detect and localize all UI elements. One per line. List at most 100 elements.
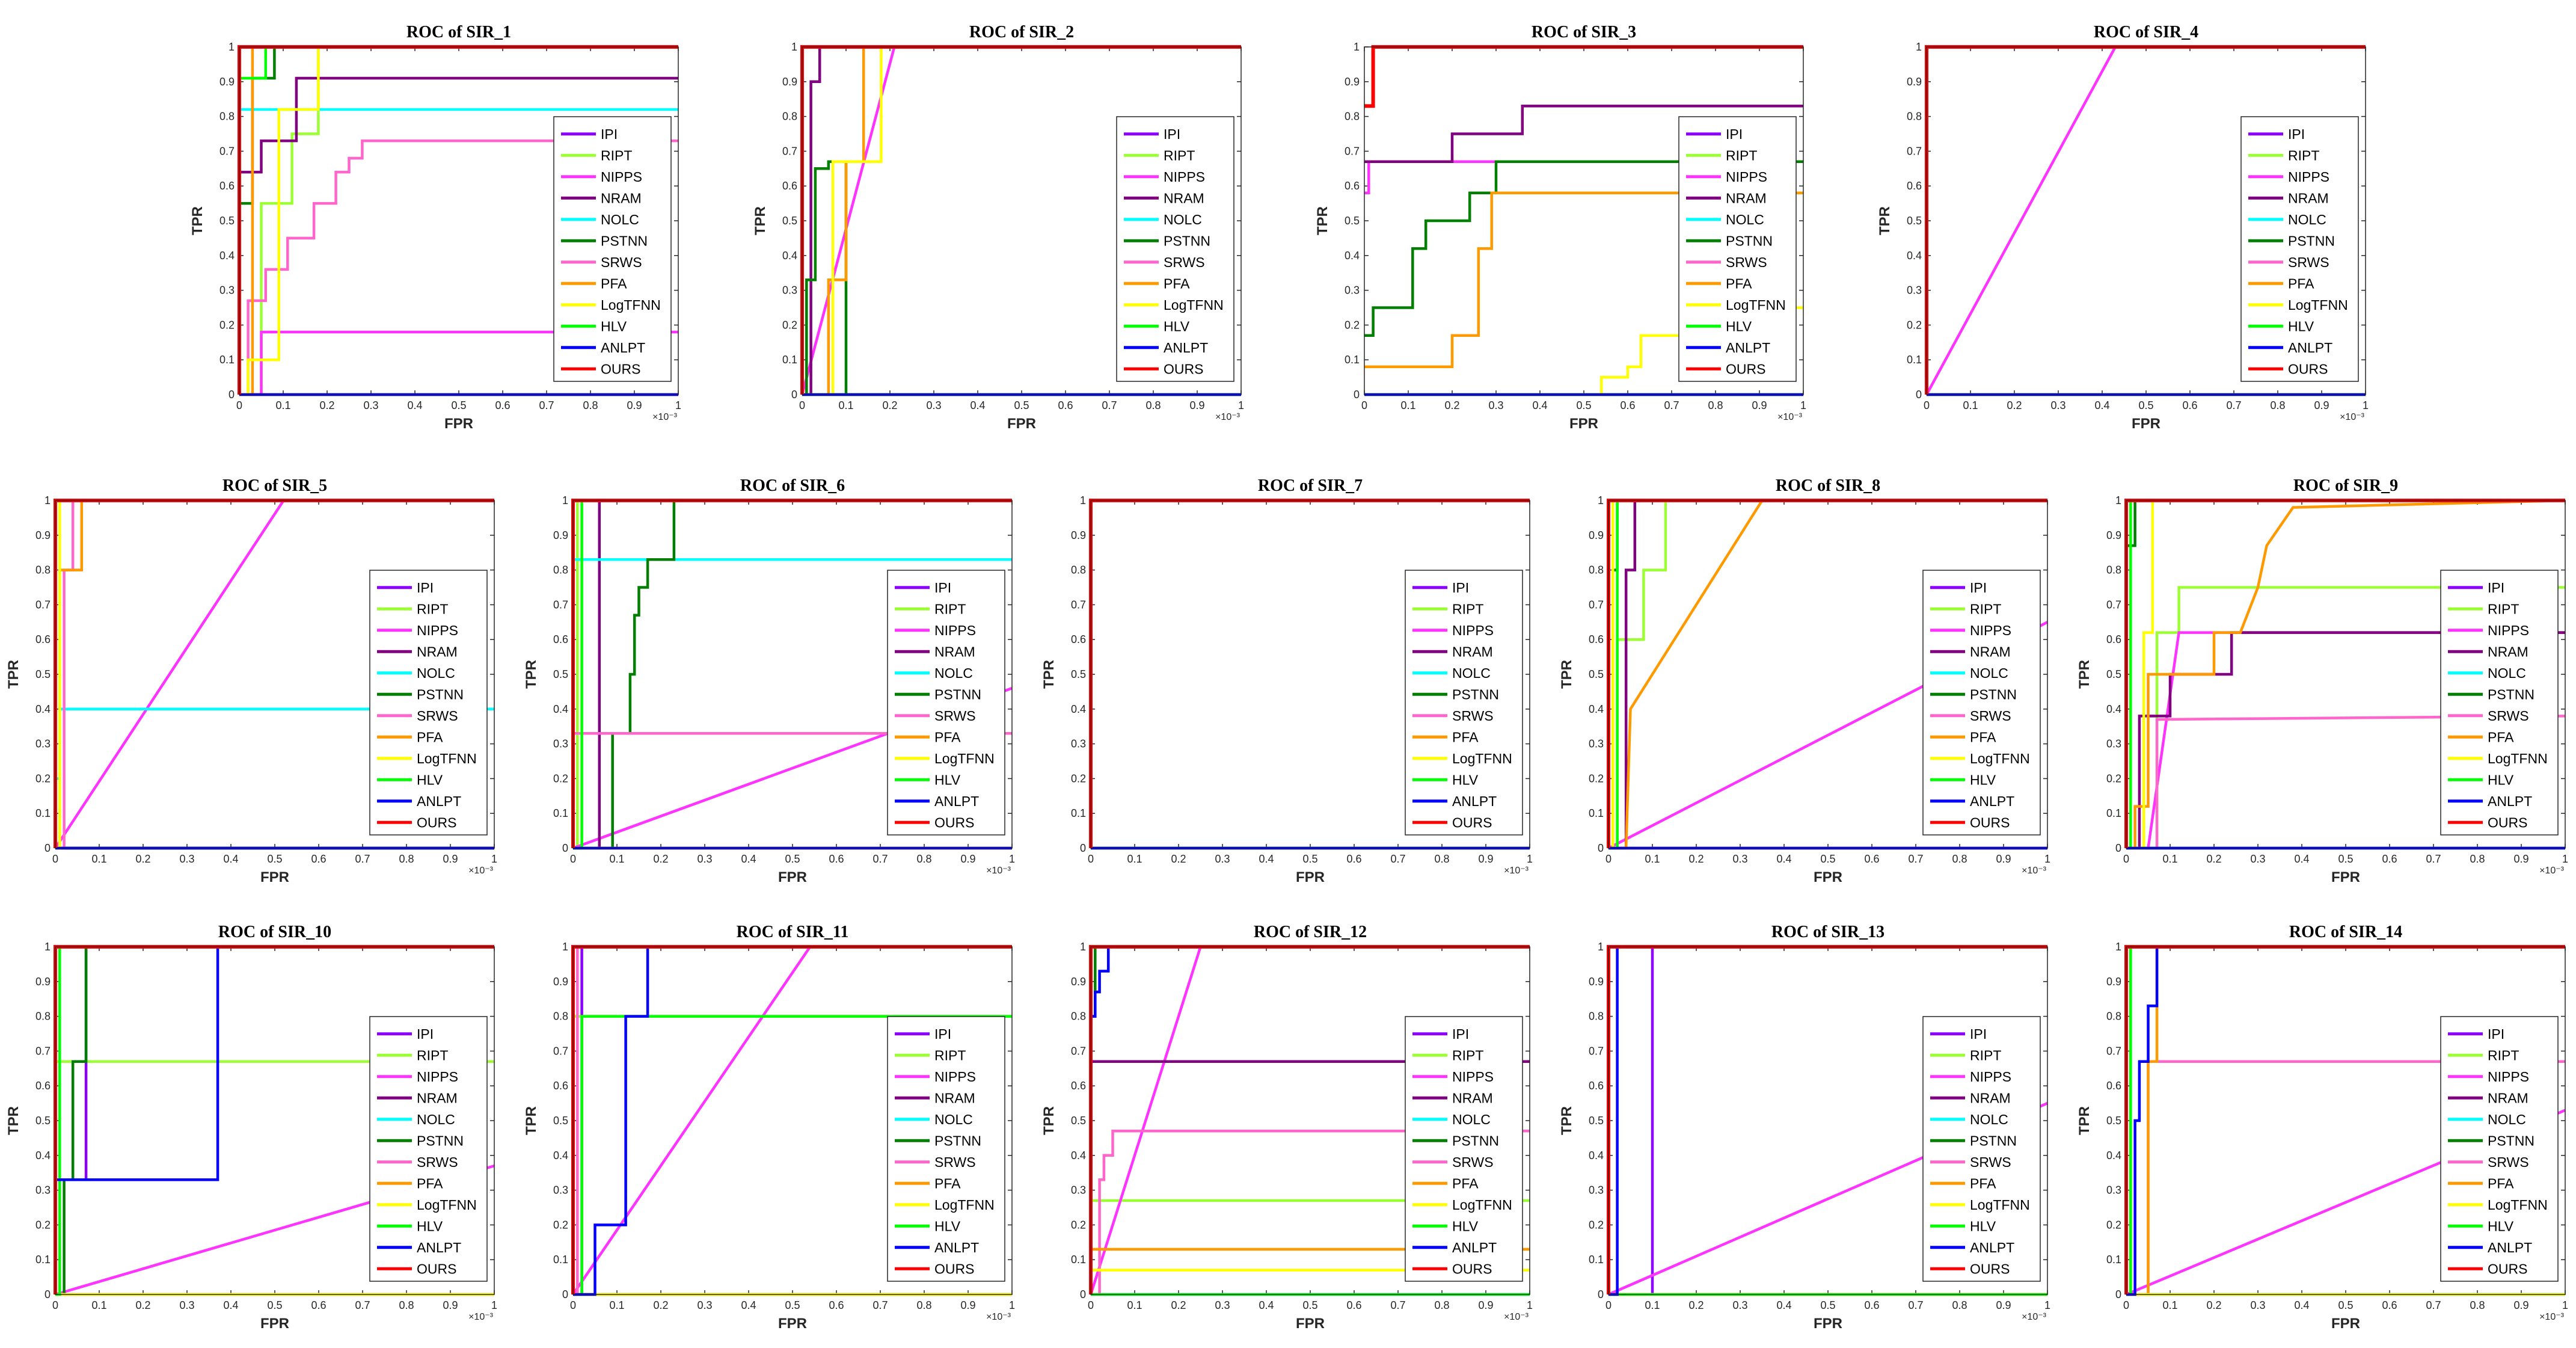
legend-label-srws: SRWS <box>1452 708 1494 724</box>
chart-title: ROC of SIR_1 <box>406 23 511 42</box>
axes-box <box>1090 946 1530 1295</box>
legend-box <box>1678 116 1797 382</box>
legend-label-nolc: NOLC <box>601 212 639 227</box>
x-exponent-label: ×10⁻³ <box>2340 412 2365 422</box>
x-axis-label: FPR <box>778 869 807 885</box>
x-tick-label: 0.8 <box>2470 1299 2485 1311</box>
legend-label-ript: RIPT <box>1970 601 2001 617</box>
x-tick-label: 1 <box>2044 1299 2050 1311</box>
y-axis-label: TPR <box>523 660 539 689</box>
legend-label-hlv: HLV <box>934 772 961 787</box>
legend-label-nipps: NIPPS <box>1452 623 1494 638</box>
legend-label-nolc: NOLC <box>417 665 455 681</box>
y-tick-label: 0.2 <box>219 319 235 331</box>
x-tick-label: 0.3 <box>1488 399 1503 411</box>
legend: IPI RIPT NIPPS NRAM NOLC PSTNN SRWS PFA LogTFNN H… <box>369 1016 488 1282</box>
y-tick-label: 0.4 <box>1345 250 1360 262</box>
legend-box <box>2440 570 2559 836</box>
y-tick-label: 0 <box>1598 842 1604 854</box>
series-line-pfa <box>2126 499 2566 850</box>
x-tick-label: 0.8 <box>399 1299 414 1311</box>
x-tick-label: 1 <box>675 399 681 411</box>
legend-label-ours: OURS <box>934 814 974 830</box>
legend: IPI RIPT NIPPS NRAM NOLC PSTNN SRWS PFA LogTFNN H… <box>2240 116 2359 382</box>
y-tick-label: 0.3 <box>35 738 51 750</box>
y-tick-label: 0.7 <box>35 599 51 611</box>
legend-label-logtfnn: LogTFNN <box>934 751 995 766</box>
x-tick-label: 0.7 <box>539 399 554 411</box>
x-tick-label: 0.3 <box>1215 853 1230 865</box>
legend-label-pstnn: PSTNN <box>417 1133 464 1148</box>
legend-label-ipi: IPI <box>2488 1026 2504 1042</box>
legend-label-ript: RIPT <box>2488 601 2519 617</box>
legend-label-pfa: PFA <box>1452 1175 1479 1191</box>
y-tick-label: 0.6 <box>35 633 51 645</box>
x-tick-label: 0 <box>52 1299 58 1311</box>
y-tick-label: 0.4 <box>1589 703 1604 715</box>
roc-panel-7: 00 0.1 0.1 0.2 0.2 0.3 0.3 0.4 0.4 0.5 0.5 0.6 0.6 0.… <box>1041 476 1533 885</box>
legend-label-ript: RIPT <box>1164 147 1195 163</box>
y-tick-label: 0.7 <box>1345 145 1360 157</box>
x-tick-label: 0 <box>52 853 58 865</box>
legend-label-ript: RIPT <box>417 601 448 617</box>
x-tick-label: 0.7 <box>872 853 888 865</box>
x-tick-label: 0.5 <box>451 399 466 411</box>
y-tick-label: 0.4 <box>1907 250 1922 262</box>
legend-label-hlv: HLV <box>1726 318 1752 334</box>
y-tick-label: 0.9 <box>2106 529 2121 541</box>
y-axis-label: TPR <box>2076 660 2093 689</box>
legend-label-pstnn: PSTNN <box>1970 1133 2017 1148</box>
y-tick-label: 0 <box>1080 842 1086 854</box>
x-tick-label: 0.1 <box>1400 399 1415 411</box>
y-tick-label: 0.6 <box>1589 633 1604 645</box>
x-tick-label: 0.8 <box>2470 853 2485 865</box>
chart-title: ROC of SIR_11 <box>737 923 849 941</box>
legend-label-pfa: PFA <box>1452 729 1479 745</box>
y-tick-label: 0.5 <box>553 668 568 680</box>
y-tick-label: 0.3 <box>1589 738 1604 750</box>
chart-title: ROC of SIR_13 <box>1771 923 1884 941</box>
series-line-srws <box>1091 1130 1530 1296</box>
x-tick-label: 0.3 <box>179 1299 194 1311</box>
y-tick-label: 0.9 <box>35 976 51 988</box>
x-tick-label: 0.2 <box>653 853 668 865</box>
y-tick-label: 0.2 <box>1071 772 1086 784</box>
y-tick-label: 0.4 <box>35 703 51 715</box>
legend: IPI RIPT NIPPS NRAM NOLC PSTNN SRWS PFA LogTFNN H… <box>1116 116 1234 382</box>
legend-label-pfa: PFA <box>417 729 443 745</box>
x-tick-label: 1 <box>1238 399 1244 411</box>
legend-label-ipi: IPI <box>2288 126 2305 142</box>
y-tick-label: 0.2 <box>1589 772 1604 784</box>
legend-box <box>1405 1016 1523 1282</box>
x-tick-label: 0.7 <box>1102 399 1117 411</box>
x-tick-label: 0.7 <box>1390 853 1405 865</box>
y-tick-label: 0.4 <box>553 703 568 715</box>
y-tick-label: 0.6 <box>35 1080 51 1092</box>
legend-label-ipi: IPI <box>2488 580 2504 596</box>
legend-label-nipps: NIPPS <box>934 1069 976 1085</box>
x-tick-label: 0.7 <box>355 853 370 865</box>
legend-label-ipi: IPI <box>417 1026 434 1042</box>
legend-label-nolc: NOLC <box>417 1112 455 1127</box>
x-tick-label: 0.2 <box>2206 853 2221 865</box>
x-tick-label: 0.7 <box>1908 1299 1923 1311</box>
legend-label-nolc: NOLC <box>1726 212 1764 227</box>
legend-label-ours: OURS <box>417 814 456 830</box>
x-tick-label: 0.8 <box>583 399 598 411</box>
legend-label-anlpt: ANLPT <box>417 793 461 809</box>
x-tick-label: 0.4 <box>2294 853 2309 865</box>
x-tick-label: 0.8 <box>2270 399 2285 411</box>
x-tick-label: 1 <box>1800 399 1806 411</box>
axes-box <box>572 946 1013 1295</box>
x-exponent-label: ×10⁻³ <box>1504 866 1529 876</box>
legend-label-ript: RIPT <box>2288 147 2319 163</box>
legend-label-nram: NRAM <box>601 190 642 206</box>
legend-label-nram: NRAM <box>1970 1090 2011 1106</box>
y-tick-label: 1 <box>2115 941 2121 953</box>
legend-label-ipi: IPI <box>417 580 434 596</box>
axes-box <box>1608 500 2048 849</box>
x-tick-label: 0.6 <box>1620 399 1635 411</box>
legend-label-ours: OURS <box>1164 361 1203 377</box>
legend-label-nram: NRAM <box>2488 1090 2528 1106</box>
y-tick-label: 0.7 <box>553 599 568 611</box>
